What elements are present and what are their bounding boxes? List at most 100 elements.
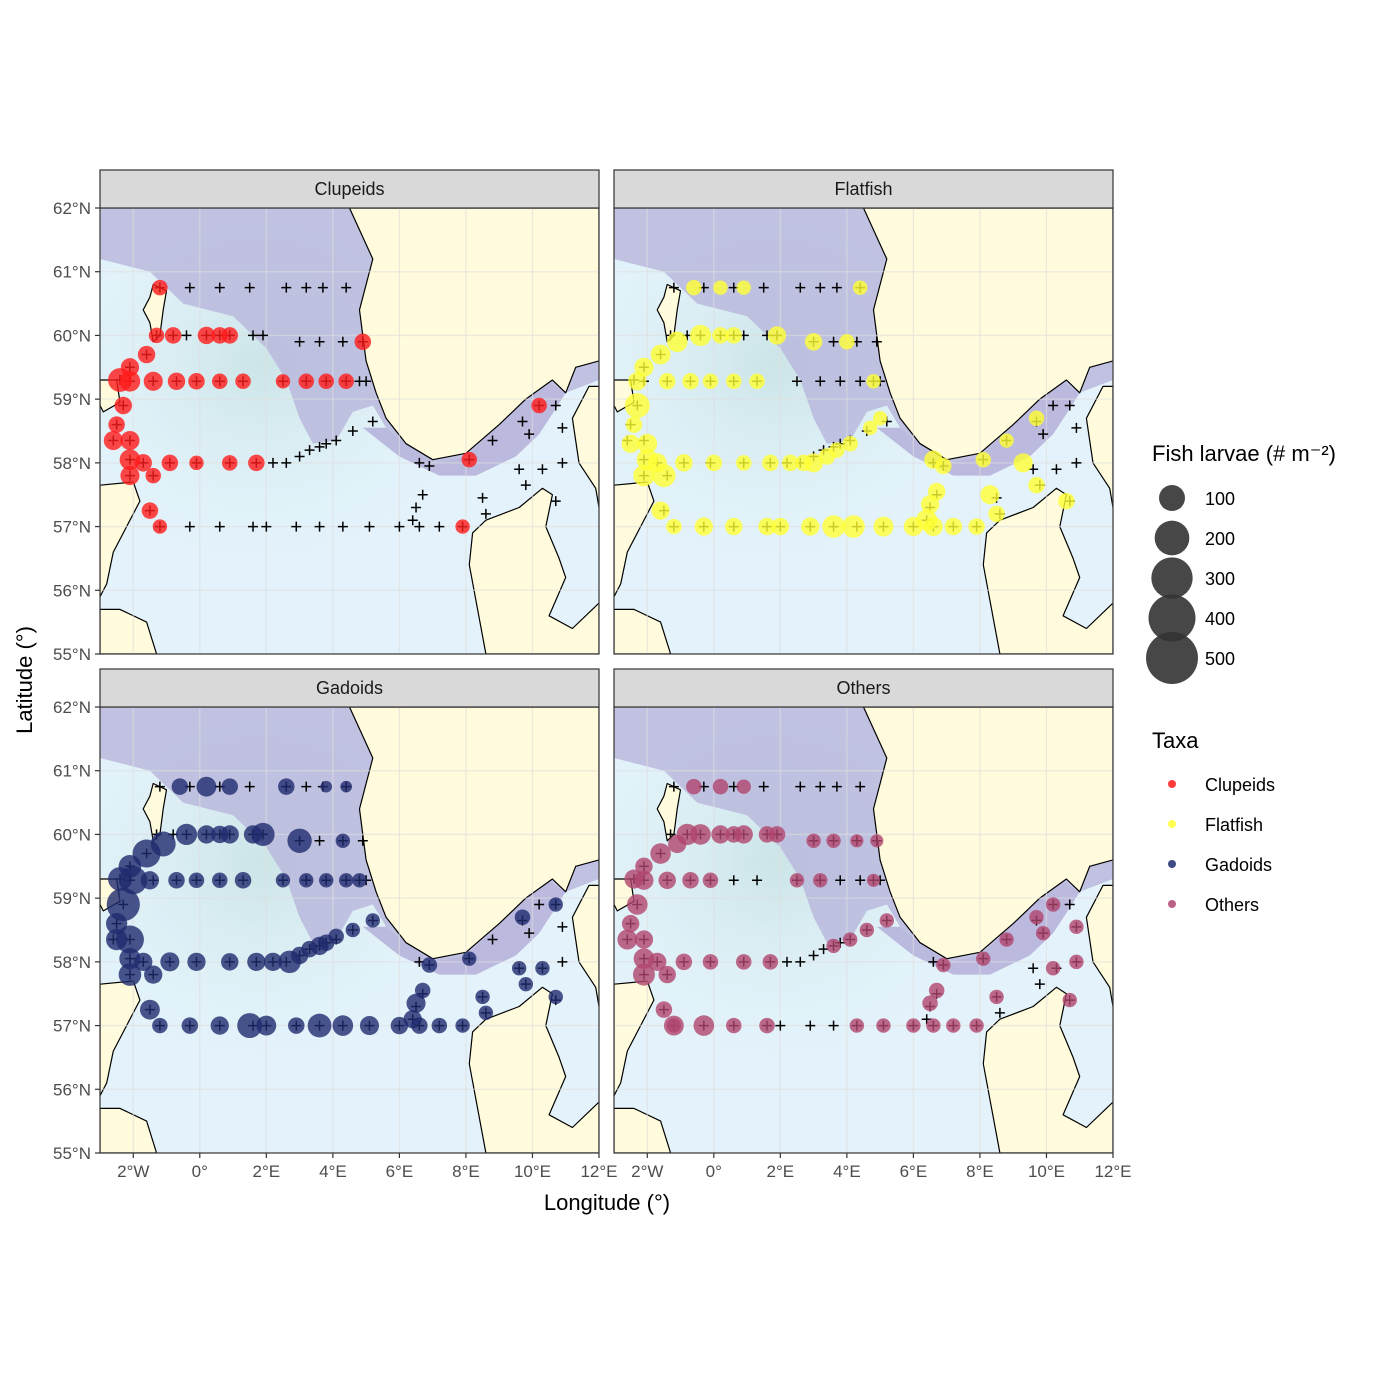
data-point	[212, 872, 228, 889]
data-point	[197, 825, 216, 844]
data-point	[862, 420, 878, 436]
data-point	[196, 776, 217, 797]
x-tick-label: 10°E	[514, 1162, 551, 1181]
data-point	[975, 451, 992, 468]
color-legend-key	[1168, 900, 1176, 908]
station-marker	[314, 336, 325, 347]
data-point	[658, 965, 676, 984]
station-marker	[534, 899, 545, 910]
data-point	[980, 485, 1000, 505]
station-marker	[828, 1020, 839, 1031]
x-tick-label: 2°E	[767, 1162, 795, 1181]
data-point	[999, 932, 1014, 947]
panel-flatfish: Flatfish	[613, 169, 1114, 655]
data-point	[666, 331, 688, 353]
color-legend-label: Gadoids	[1205, 855, 1272, 875]
station-marker	[424, 461, 435, 472]
data-point	[263, 952, 283, 971]
data-point	[859, 922, 875, 938]
y-tick-label: 55°N	[53, 645, 91, 664]
station-marker	[831, 282, 842, 293]
data-point	[148, 327, 165, 344]
data-point	[675, 953, 693, 971]
data-point	[234, 872, 252, 889]
data-point	[340, 780, 352, 793]
station-marker	[480, 508, 491, 519]
scotland-land	[100, 481, 141, 598]
data-point	[548, 989, 563, 1005]
data-point	[108, 416, 125, 433]
data-point	[922, 995, 938, 1012]
england-land	[100, 1107, 158, 1153]
station-marker	[337, 336, 348, 347]
x-axis-title: Longitude (°)	[544, 1190, 670, 1215]
data-point	[518, 976, 534, 992]
x-tick-label: 2°W	[117, 1162, 149, 1181]
data-point	[935, 457, 952, 475]
y-tick-label: 59°N	[53, 390, 91, 409]
data-point	[693, 1015, 715, 1036]
data-point	[514, 909, 531, 926]
data-point	[621, 434, 640, 453]
station-marker	[524, 928, 535, 939]
data-point	[145, 467, 161, 484]
data-point	[319, 873, 334, 888]
data-point	[103, 431, 123, 451]
station-marker	[337, 521, 348, 532]
norwegian-trench	[362, 879, 566, 975]
data-point	[762, 454, 779, 472]
data-point	[531, 397, 547, 414]
station-marker	[258, 330, 269, 341]
y-tick-label: 62°N	[53, 199, 91, 218]
station-marker	[314, 521, 325, 532]
size-legend: 100 200 300 400 500	[1146, 485, 1235, 684]
x-tick-label: 0°	[192, 1162, 208, 1181]
size-legend-key	[1154, 520, 1190, 556]
data-point	[511, 961, 527, 976]
data-point	[140, 871, 160, 890]
station-marker	[361, 376, 372, 387]
data-point	[251, 822, 275, 847]
data-point	[736, 280, 751, 295]
station-marker	[815, 282, 826, 293]
data-point	[345, 922, 361, 938]
y-tick-label: 59°N	[53, 889, 91, 908]
data-point	[1028, 410, 1045, 427]
station-marker	[487, 934, 498, 945]
data-point	[134, 454, 152, 472]
station-marker	[281, 282, 292, 293]
station-marker	[775, 1020, 786, 1031]
data-point	[119, 866, 148, 895]
station-marker	[537, 464, 548, 475]
data-point	[188, 373, 205, 390]
data-point	[842, 435, 858, 452]
x-tick-label: 6°E	[386, 1162, 414, 1181]
x-tick-label: 6°E	[900, 1162, 928, 1181]
data-point	[338, 873, 354, 888]
data-point	[421, 957, 438, 973]
data-point	[411, 1017, 428, 1034]
jutland-land	[982, 986, 1113, 1153]
station-marker	[828, 336, 839, 347]
size-legend-label: 500	[1205, 649, 1235, 669]
data-point	[1045, 897, 1061, 912]
data-point	[813, 873, 828, 888]
color-legend-key	[1168, 780, 1176, 788]
data-point	[655, 1001, 673, 1018]
y-tick-label: 56°N	[53, 581, 91, 600]
station-marker	[550, 496, 561, 507]
station-marker	[668, 781, 679, 792]
data-point	[806, 833, 821, 848]
panel-strip	[613, 668, 1114, 708]
data-point	[635, 857, 653, 875]
station-marker	[341, 282, 352, 293]
data-point	[634, 357, 654, 377]
data-point	[650, 843, 671, 864]
data-point	[475, 989, 490, 1005]
data-point	[782, 454, 799, 472]
data-point	[535, 961, 550, 976]
data-point	[167, 372, 186, 391]
y-tick-label: 62°N	[53, 698, 91, 717]
data-point	[119, 371, 141, 392]
data-point	[335, 833, 351, 848]
